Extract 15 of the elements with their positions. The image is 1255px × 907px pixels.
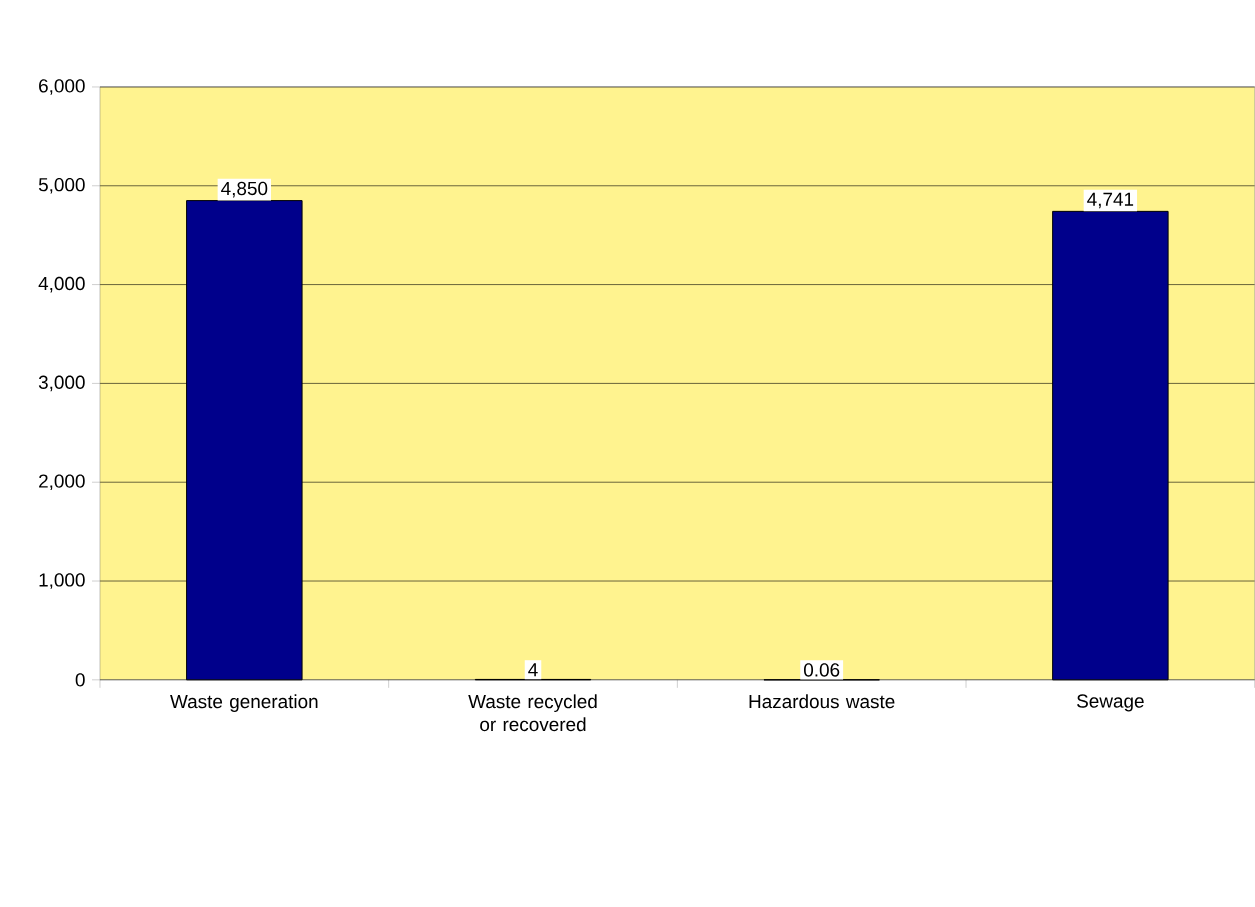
y-tick-label: 2,000 [39,474,85,491]
y-tick-label: 0 [75,673,85,687]
y-tick-label: 6,000 [39,79,85,95]
y-tick-label: 1,000 [39,573,85,589]
y-tick-label: 4,000 [38,276,85,293]
data-label: 4 [528,663,538,677]
x-tick-label: Waste recycled or recovered [468,694,597,732]
y-tick-label: 5,000 [38,178,85,194]
data-label: 4,850 [221,181,268,198]
data-label: 0.06 [804,663,840,677]
x-tick-label: Waste generation [170,694,318,713]
x-tick-label: Sewage [1077,694,1144,712]
y-tick-label: 3,000 [38,375,85,392]
x-tick-label: Hazardous waste [749,694,895,709]
data-label: 4,741 [1087,192,1134,209]
